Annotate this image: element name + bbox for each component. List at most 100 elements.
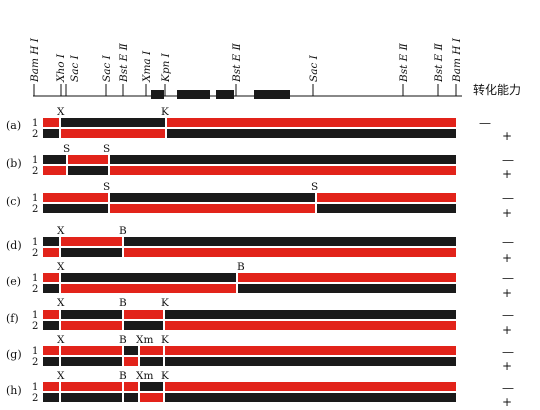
track1-red-segment	[165, 346, 456, 355]
track2-black-segment	[68, 166, 108, 175]
row-g: (g) 1 2 X B Xm K — +	[6, 334, 514, 373]
track2-black-segment	[43, 357, 59, 366]
site-mark-x: X	[57, 370, 65, 382]
site-label-kpn1: Kpn Ⅰ	[160, 52, 172, 83]
exon-block-3	[216, 90, 234, 99]
transform-sign-1: —	[502, 191, 514, 205]
track-number-1: 1	[32, 310, 38, 321]
row-label: (a)	[6, 119, 21, 132]
track1-black-segment	[43, 155, 66, 164]
transform-sign-2: +	[502, 323, 512, 337]
row-a: (a) 1 2 X K — +	[6, 106, 512, 143]
row-e: (e) 1 2 X B — +	[6, 261, 514, 300]
site-label-bamh1-right: Bam H Ⅰ	[451, 37, 463, 83]
transform-sign-1: —	[502, 381, 514, 395]
transform-sign-2: +	[502, 251, 512, 265]
row-f: (f) 1 2 X B K — +	[6, 297, 514, 337]
track1-red-segment	[68, 155, 108, 164]
track-number-1: 1	[32, 193, 38, 204]
row-label: (h)	[6, 384, 22, 397]
site-label-xma1: Xma Ⅰ	[141, 50, 153, 83]
track2-red-segment	[61, 321, 122, 330]
exon-block-2	[177, 90, 210, 99]
track-number-1: 1	[32, 237, 38, 248]
site-mark-b: B	[119, 334, 127, 346]
track2-black-segment	[165, 393, 456, 402]
track1-black-segment	[165, 310, 456, 319]
site-mark-x: X	[57, 106, 65, 118]
track1-black-segment	[124, 237, 456, 246]
track2-red-segment	[124, 248, 456, 257]
track2-red-segment	[110, 166, 456, 175]
site-label-sac1-left: Sac Ⅰ	[69, 54, 81, 82]
restriction-map: Bam H Ⅰ Xho Ⅰ Sac Ⅰ Sac Ⅰ Bst E Ⅱ Xma Ⅰ …	[29, 37, 521, 99]
site-mark-x: X	[57, 334, 65, 346]
site-mark-s: S	[103, 143, 110, 155]
track1-red-segment	[43, 273, 59, 282]
site-mark-x: X	[57, 261, 65, 273]
track-number-1: 1	[32, 382, 38, 393]
track2-red-segment	[61, 284, 236, 293]
track1-black-segment	[61, 273, 236, 282]
track2-black-segment	[43, 321, 59, 330]
site-mark-k: K	[161, 106, 169, 118]
site-mark-b: B	[119, 297, 127, 309]
track-number-1: 1	[32, 273, 38, 284]
track1-red-segment	[124, 382, 138, 391]
track2-red-segment	[61, 129, 165, 138]
track1-black-segment	[61, 310, 122, 319]
transform-sign-2: +	[502, 129, 512, 143]
transform-sign-2: +	[502, 395, 512, 409]
track2-red-segment	[165, 321, 456, 330]
track-number-2: 2	[32, 284, 38, 295]
site-mark-b: B	[119, 370, 127, 382]
row-label: (d)	[6, 239, 22, 252]
site-mark-s: S	[311, 181, 318, 193]
track-number-1: 1	[32, 346, 38, 357]
track1-red-segment	[43, 310, 59, 319]
site-label-bste2-r1: Bst E Ⅱ	[398, 42, 410, 83]
track2-black-segment	[165, 357, 456, 366]
track2-black-segment	[124, 393, 138, 402]
track2-black-segment	[43, 284, 59, 293]
site-label-bste2-left: Bst E Ⅱ	[118, 42, 130, 83]
track1-black-segment	[110, 155, 456, 164]
row-label: (f)	[6, 312, 19, 325]
site-mark-b: B	[237, 261, 245, 273]
track-number-2: 2	[32, 166, 38, 177]
track2-red-segment	[140, 393, 163, 402]
track-number-2: 2	[32, 357, 38, 368]
track2-black-segment	[167, 129, 456, 138]
track2-black-segment	[43, 393, 59, 402]
track1-black-segment	[43, 237, 59, 246]
track1-red-segment	[140, 346, 163, 355]
track2-black-segment	[61, 393, 122, 402]
track2-black-segment	[43, 129, 59, 138]
site-label-bste2-mid: Bst E Ⅱ	[231, 42, 243, 83]
track1-red-segment	[238, 273, 456, 282]
track1-black-segment	[110, 193, 315, 202]
track2-black-segment	[140, 357, 163, 366]
track1-red-segment	[61, 346, 122, 355]
transform-sign-1: —	[502, 235, 514, 249]
transform-sign-1: —	[502, 153, 514, 167]
site-mark-s: S	[103, 181, 110, 193]
track1-red-segment	[124, 310, 163, 319]
track2-black-segment	[61, 248, 122, 257]
track-number-2: 2	[32, 248, 38, 259]
row-label: (e)	[6, 275, 21, 288]
site-mark-xm: Xm	[136, 370, 153, 382]
site-label-sac1-right: Sac Ⅰ	[308, 54, 320, 82]
track1-red-segment	[43, 346, 59, 355]
site-mark-xm: Xm	[136, 334, 153, 346]
gene-blocks	[151, 90, 290, 99]
row-h: (h) 1 2 X B Xm K — +	[6, 370, 514, 409]
transform-ability-label: 转化能力	[473, 82, 521, 97]
track-number-2: 2	[32, 204, 38, 215]
track1-red-segment	[43, 193, 108, 202]
track1-black-segment	[124, 346, 138, 355]
track1-red-segment	[61, 382, 122, 391]
track1-red-segment	[317, 193, 456, 202]
track2-black-segment	[124, 321, 163, 330]
track1-black-segment	[61, 118, 165, 127]
